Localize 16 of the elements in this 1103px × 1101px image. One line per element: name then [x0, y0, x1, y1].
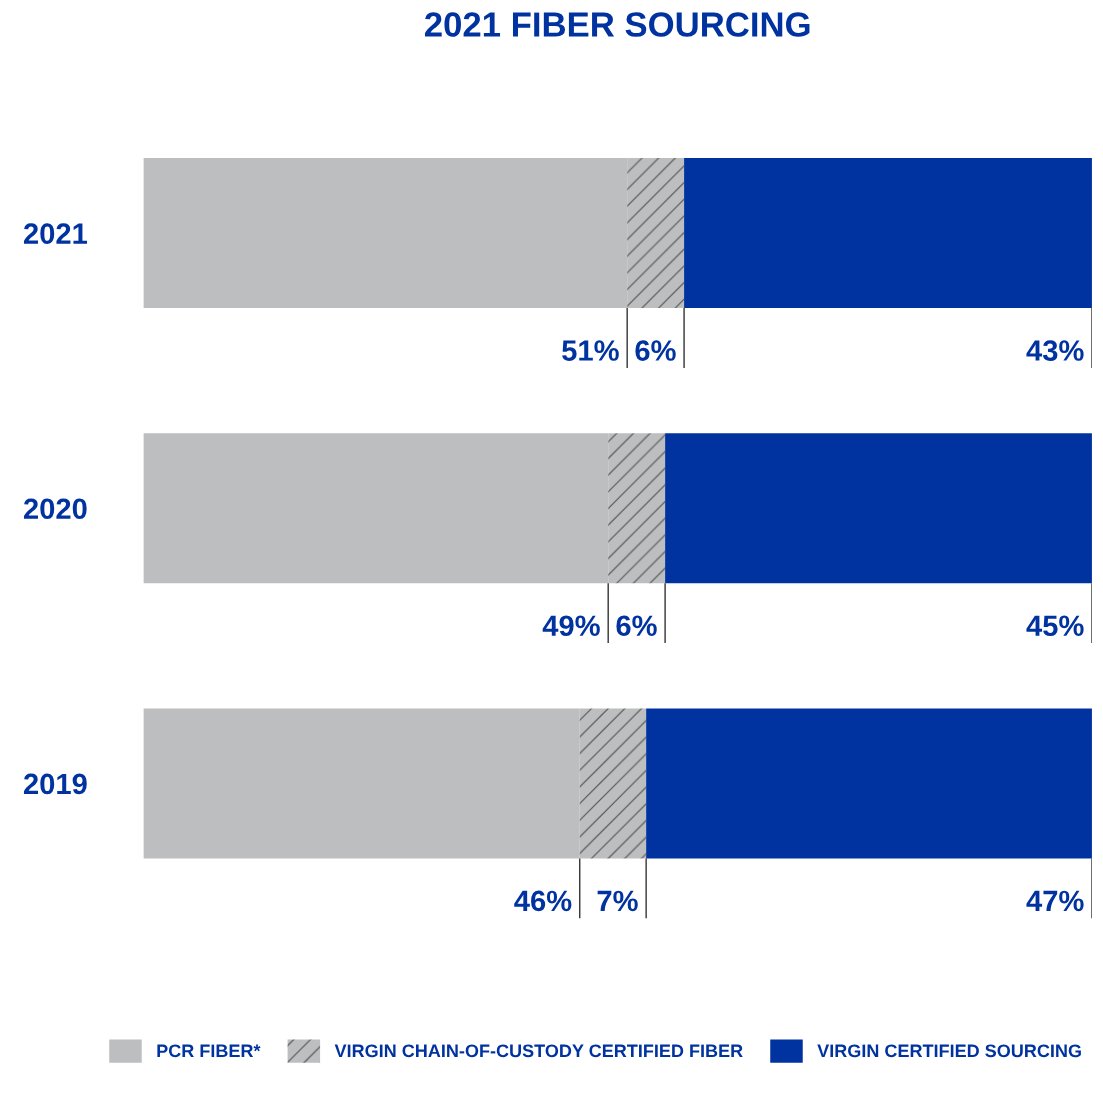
y-tick-label: 2020	[23, 498, 87, 520]
data-label: 6%	[616, 615, 657, 637]
data-label: 49%	[542, 615, 600, 637]
data-label: 51%	[562, 340, 619, 361]
data-label: 46%	[514, 890, 572, 912]
legend-label: VIRGIN CHAIN-OF-CUSTODY CERTIFIED FIBER	[334, 1044, 743, 1058]
legend-label: PCR FIBER*	[157, 1044, 261, 1058]
data-label: 43%	[1026, 340, 1084, 361]
data-label: 45%	[1026, 615, 1084, 637]
chart-title: 2021 FIBER SOURCING	[424, 12, 810, 37]
data-label: 47%	[1026, 890, 1084, 912]
y-tick-label: 2021	[23, 223, 88, 244]
y-tick-label: 2019	[23, 773, 87, 795]
data-label: 6%	[635, 340, 676, 361]
data-label: 7%	[597, 890, 638, 912]
legend-label: VIRGIN CERTIFIED SOURCING	[817, 1044, 1081, 1058]
